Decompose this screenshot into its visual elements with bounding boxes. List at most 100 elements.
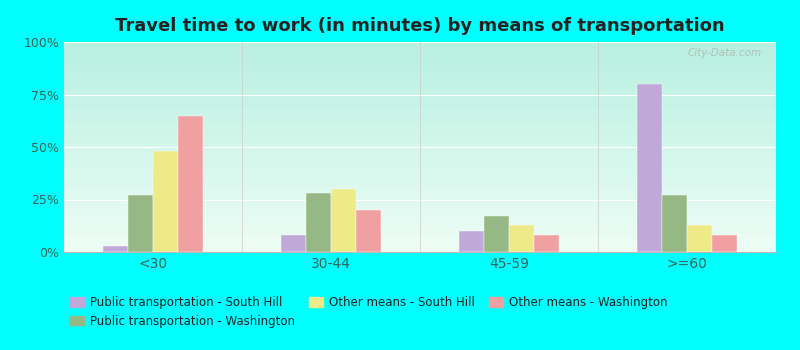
Bar [64, 183, 776, 184]
Bar [64, 249, 776, 250]
Bar [64, 251, 776, 252]
Bar [64, 248, 776, 249]
Bar [331, 189, 356, 252]
Bar [64, 151, 776, 152]
Bar [64, 184, 776, 185]
Bar [484, 216, 509, 252]
Bar [64, 225, 776, 226]
Bar [281, 235, 306, 252]
Bar [64, 44, 776, 45]
Bar [64, 84, 776, 85]
Bar [64, 113, 776, 114]
Bar [64, 93, 776, 94]
Bar [64, 176, 776, 177]
Bar [64, 129, 776, 130]
Bar [64, 169, 776, 170]
Bar [64, 101, 776, 102]
Bar [64, 140, 776, 141]
Bar [64, 177, 776, 178]
Bar [64, 209, 776, 210]
Bar [64, 112, 776, 113]
Bar [64, 105, 776, 106]
Bar [64, 82, 776, 83]
Bar [64, 114, 776, 116]
Bar [64, 131, 776, 132]
Bar [64, 133, 776, 134]
Bar [64, 63, 776, 64]
Bar [64, 227, 776, 228]
Bar [64, 79, 776, 80]
Bar [64, 154, 776, 155]
Bar [64, 66, 776, 67]
Bar [662, 195, 687, 252]
Bar [64, 144, 776, 145]
Bar [64, 170, 776, 171]
Bar [64, 125, 776, 126]
Bar [64, 98, 776, 99]
Bar [64, 243, 776, 244]
Bar [64, 117, 776, 118]
Bar [64, 186, 776, 187]
Bar [64, 100, 776, 101]
Bar [64, 162, 776, 163]
Bar [64, 134, 776, 135]
Bar [64, 120, 776, 121]
Bar [64, 197, 776, 198]
Bar [64, 163, 776, 164]
Bar [64, 228, 776, 229]
Bar [64, 50, 776, 51]
Bar [64, 104, 776, 105]
Bar [64, 199, 776, 201]
Title: Travel time to work (in minutes) by means of transportation: Travel time to work (in minutes) by mean… [115, 17, 725, 35]
Bar [64, 119, 776, 120]
Bar [509, 225, 534, 252]
Bar [64, 181, 776, 182]
Bar [64, 127, 776, 128]
Bar [64, 166, 776, 167]
Bar [64, 89, 776, 90]
Bar [128, 195, 153, 252]
Bar [64, 204, 776, 205]
Bar [64, 216, 776, 217]
Bar [64, 76, 776, 77]
Bar [64, 217, 776, 218]
Bar [153, 151, 178, 252]
Bar [64, 211, 776, 212]
Bar [64, 152, 776, 153]
Bar [64, 47, 776, 48]
Text: City-Data.com: City-Data.com [688, 48, 762, 58]
Bar [64, 83, 776, 84]
Bar [64, 191, 776, 192]
Bar [687, 225, 712, 252]
Bar [712, 235, 737, 252]
Bar [64, 94, 776, 96]
Bar [64, 46, 776, 47]
Bar [64, 110, 776, 111]
Bar [64, 213, 776, 214]
Bar [64, 132, 776, 133]
Bar [64, 224, 776, 225]
Bar [64, 70, 776, 71]
Bar [64, 231, 776, 232]
Bar [64, 250, 776, 251]
Bar [64, 180, 776, 181]
Bar [64, 178, 776, 180]
Bar [64, 142, 776, 143]
Bar [64, 65, 776, 66]
Bar [64, 103, 776, 104]
Bar [64, 59, 776, 60]
Bar [64, 234, 776, 235]
Bar [64, 182, 776, 183]
Bar [64, 108, 776, 109]
Bar [64, 74, 776, 75]
Bar [64, 118, 776, 119]
Bar [64, 188, 776, 189]
Bar [64, 238, 776, 239]
Bar [64, 126, 776, 127]
Bar [64, 167, 776, 168]
Bar [64, 138, 776, 139]
Bar [64, 77, 776, 78]
Bar [64, 239, 776, 240]
Bar [64, 196, 776, 197]
Bar [64, 241, 776, 243]
